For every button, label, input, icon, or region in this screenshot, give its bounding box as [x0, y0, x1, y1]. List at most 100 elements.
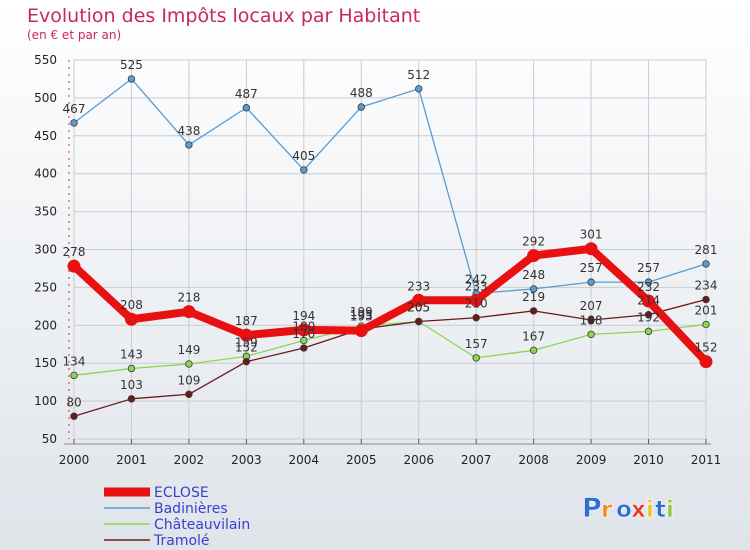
data-point-badinières-2004	[300, 166, 308, 174]
data-label-eclose-2006: 233	[407, 279, 430, 293]
data-label-châteauvilain-2007: 157	[465, 337, 488, 351]
data-label-eclose-2008: 292	[522, 235, 545, 249]
data-label-badinières-2003: 487	[235, 87, 258, 101]
data-point-badinières-2002	[185, 141, 193, 149]
x-tick-label-2010: 2010	[633, 453, 664, 467]
data-point-tramolé-2009	[587, 316, 595, 324]
legend-label-châteauvilain: Châteauvilain	[154, 517, 250, 533]
x-tick-label-2011: 2011	[691, 453, 722, 467]
data-point-eclose-2007	[469, 293, 483, 307]
y-tick-label-150: 150	[34, 356, 57, 370]
x-tick-label-2009: 2009	[576, 453, 607, 467]
data-label-tramolé-2007: 210	[465, 297, 488, 311]
data-point-eclose-2010	[642, 294, 656, 308]
x-tick-label-2006: 2006	[403, 453, 434, 467]
data-label-tramolé-2000: 80	[66, 395, 81, 409]
data-label-tramolé-2003: 152	[235, 341, 258, 355]
data-point-badinières-2006	[415, 85, 423, 93]
legend-label-badinières: Badinières	[154, 501, 228, 517]
data-point-eclose-2001	[124, 312, 138, 326]
logo-letter-2: o	[616, 497, 632, 523]
x-tick-label-2000: 2000	[59, 453, 90, 467]
data-point-eclose-2000	[67, 259, 81, 273]
chart-subtitle: (en € et par an)	[27, 28, 121, 42]
y-tick-label-300: 300	[34, 243, 57, 257]
data-point-badinières-2008	[529, 285, 538, 293]
logo-letter-1: r	[601, 497, 613, 523]
data-point-tramolé-2003	[242, 357, 251, 366]
data-label-badinières-2004: 405	[292, 149, 315, 163]
data-label-eclose-2000: 278	[63, 245, 86, 259]
data-label-badinières-2008: 248	[522, 268, 545, 282]
x-tick-label-2003: 2003	[231, 453, 262, 467]
data-label-eclose-2007: 233	[465, 279, 488, 293]
y-tick-label-100: 100	[34, 394, 57, 408]
logo-letter-3: x	[631, 497, 646, 523]
data-point-eclose-2006	[412, 293, 426, 307]
data-label-eclose-2011: 152	[695, 341, 718, 355]
data-point-eclose-2004	[297, 323, 311, 337]
y-tick-label-550: 550	[34, 53, 57, 67]
x-tick-label-2008: 2008	[518, 453, 549, 467]
data-point-tramolé-2000	[70, 412, 78, 420]
y-tick-label-200: 200	[34, 318, 57, 332]
series-line-eclose	[71, 244, 709, 365]
data-label-tramolé-2011: 234	[695, 279, 718, 293]
data-label-tramolé-2004: 170	[292, 327, 315, 341]
series-line-châteauvilain	[73, 320, 707, 376]
data-point-badinières-2003	[242, 104, 251, 112]
legend-label-eclose: ECLOSE	[154, 485, 209, 501]
data-point-châteauvilain-2009	[587, 330, 595, 339]
data-point-eclose-2005	[354, 324, 368, 338]
axes: 50 100 150 200 250 300 350 400 450 500 550 2000 2001…	[34, 53, 721, 467]
data-label-eclose-2002: 218	[177, 291, 200, 305]
chart-title: Evolution des Impôts locaux par Habitant	[27, 5, 420, 27]
data-label-badinières-2001: 525	[120, 58, 143, 72]
data-point-tramolé-2007	[472, 314, 480, 322]
data-point-châteauvilain-2011	[702, 320, 710, 329]
data-label-châteauvilain-2006: 205	[407, 301, 430, 315]
data-point-tramolé-2004	[300, 344, 308, 352]
series-group: 467 525 438 487 405 488 512 242 248 257 257 281 134 1…	[63, 58, 718, 420]
data-label-tramolé-2001: 103	[120, 378, 143, 392]
data-point-badinières-2009	[587, 278, 595, 286]
data-label-badinières-2007: 242	[465, 272, 488, 286]
data-point-badinières-2000	[70, 119, 78, 127]
data-label-eclose-2005: 193	[350, 310, 373, 324]
y-tick-label-50: 50	[42, 432, 57, 446]
data-label-tramolé-2005: 195	[350, 308, 373, 322]
data-label-badinières-2002: 438	[177, 124, 200, 138]
data-point-tramolé-2001	[127, 395, 136, 403]
data-point-châteauvilain-2000	[70, 371, 78, 380]
data-label-tramolé-2008: 219	[522, 290, 545, 304]
data-label-badinières-2000: 467	[63, 102, 86, 116]
data-point-tramolé-2011	[702, 295, 710, 304]
data-point-châteauvilain-2004	[300, 336, 308, 345]
data-label-châteauvilain-2008: 167	[522, 329, 545, 343]
data-point-tramolé-2002	[185, 390, 193, 398]
series-line-badinières	[73, 78, 707, 295]
x-tick-label-2002: 2002	[174, 453, 205, 467]
data-label-châteauvilain-2004: 180	[292, 319, 315, 333]
data-label-eclose-2004: 194	[292, 309, 315, 323]
data-label-tramolé-2010: 214	[637, 294, 660, 308]
data-point-châteauvilain-2007	[472, 354, 480, 362]
gridlines	[73, 59, 707, 440]
x-tick-label-2005: 2005	[346, 453, 377, 467]
data-label-châteauvilain-2011: 201	[695, 304, 718, 318]
data-label-châteauvilain-2001: 143	[120, 348, 143, 362]
data-label-eclose-2010: 232	[637, 280, 660, 294]
data-point-tramolé-2010	[644, 310, 653, 319]
data-label-châteauvilain-2009: 188	[580, 313, 603, 327]
logo-letter-5: t	[655, 497, 666, 523]
data-point-badinières-2010	[644, 278, 653, 286]
data-point-eclose-2003	[239, 328, 253, 342]
data-label-tramolé-2002: 109	[177, 373, 200, 387]
data-label-châteauvilain-2010: 192	[637, 310, 660, 324]
x-tick-label-2004: 2004	[289, 453, 320, 467]
data-point-eclose-2002	[182, 305, 196, 319]
data-point-châteauvilain-2010	[644, 327, 653, 336]
